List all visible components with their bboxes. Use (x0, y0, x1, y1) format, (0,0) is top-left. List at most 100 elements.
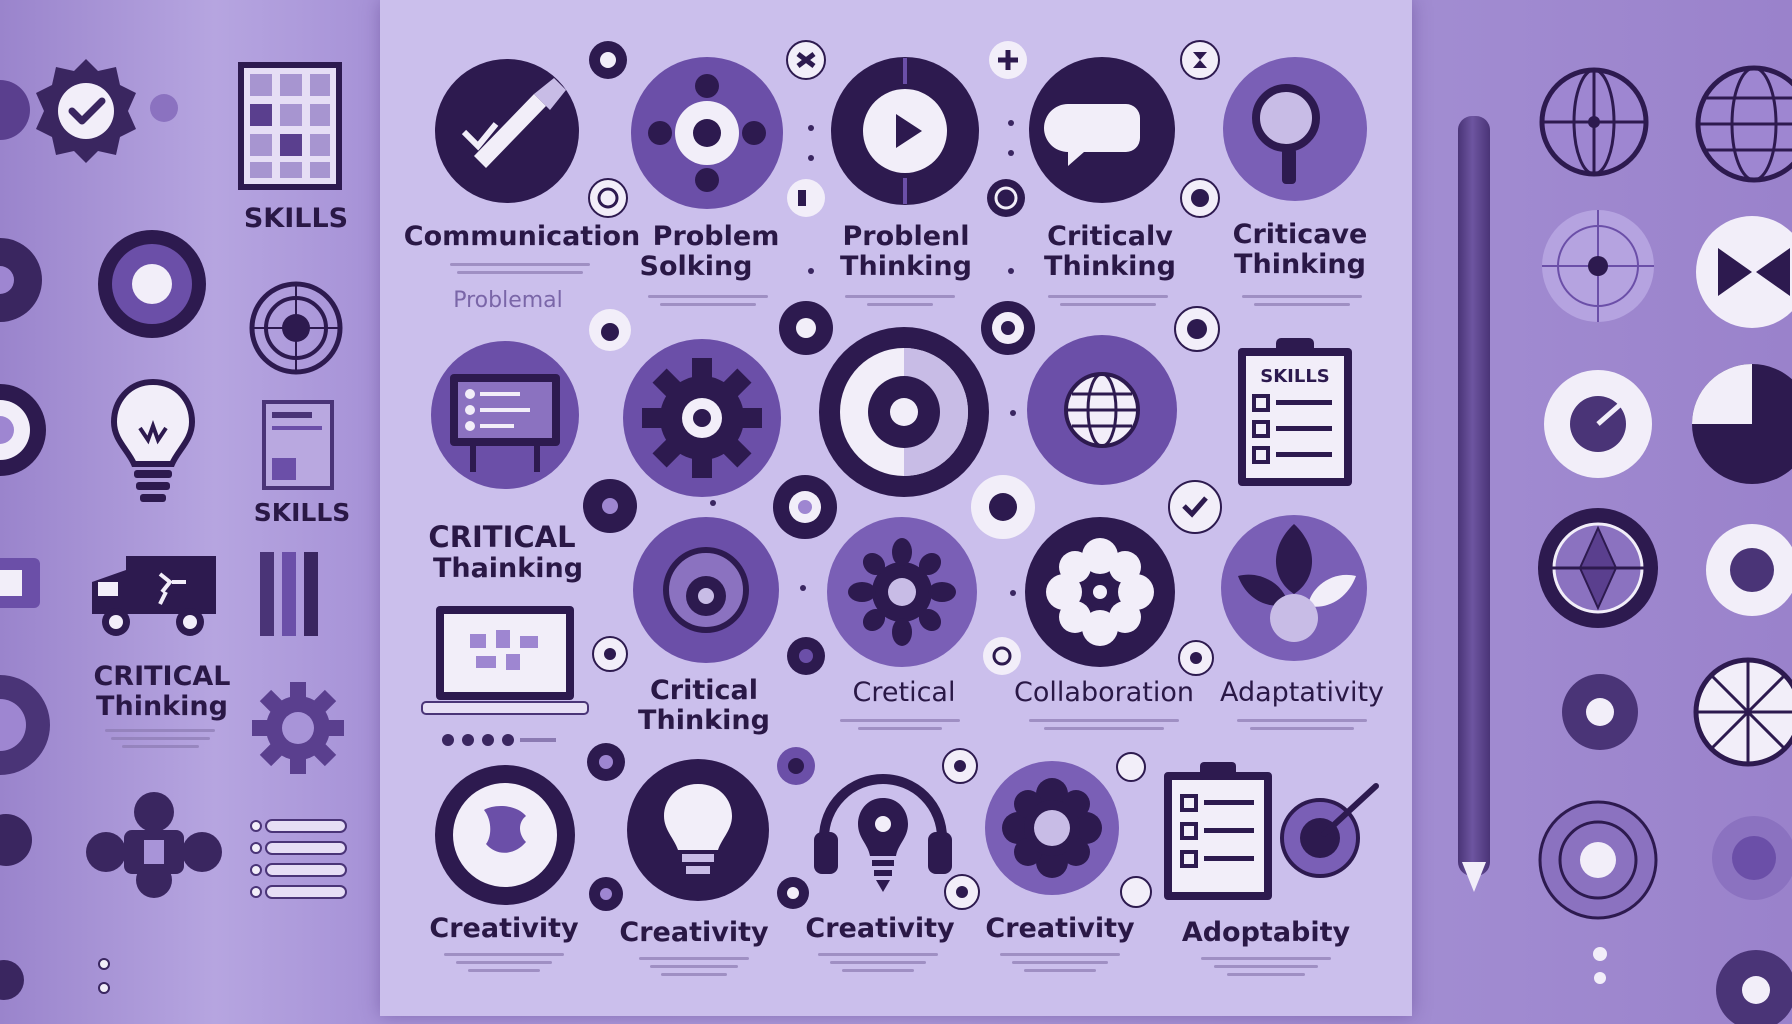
play-button-icon (831, 57, 979, 205)
left-critical-label-line1: CRITICAL (93, 661, 231, 692)
small-check-icon (1168, 480, 1222, 534)
lightbulb-icon (110, 378, 196, 502)
partial-cluster-icon (0, 814, 32, 866)
small-lens-icon (773, 475, 837, 539)
partial-box-icon (0, 558, 40, 608)
critical-thinking-label-line1: Critical (649, 675, 759, 706)
creativity-caption-4 (1000, 948, 1120, 977)
problem-caption (648, 290, 768, 311)
tiny-bottom-5 (589, 877, 623, 911)
adoptabity-caption (1201, 952, 1331, 981)
right-bottom-dots (1593, 947, 1607, 984)
wheel-icon (1562, 674, 1638, 750)
truck-icon (92, 556, 216, 636)
left-skills-mid-label: SKILLS (253, 498, 351, 527)
badge-check-icon (36, 59, 136, 163)
creativity-label-1: Creativity (429, 913, 579, 944)
skills-clipboard-icon: SKILLS (1234, 330, 1356, 490)
dial-icon (1544, 370, 1652, 478)
small-eye-icon (981, 301, 1035, 355)
adoptabity-label: Adoptabity (1181, 917, 1351, 948)
magnifier-icon (1223, 57, 1367, 201)
pen-check-icon (435, 59, 579, 203)
problemal-label: Problemal (453, 288, 563, 313)
creativity-caption-1 (444, 948, 564, 977)
criticalv-thinking-label-line1: Criticalv (1047, 221, 1173, 252)
small-dial-icon (779, 301, 833, 355)
tiny-swirl-icon (983, 637, 1021, 675)
partial-dot-icon (0, 960, 24, 1000)
gear-icon (252, 682, 344, 774)
left-critical-label-line2: Thinking (96, 691, 228, 722)
criticalv-caption (1048, 290, 1168, 311)
radar-icon (1542, 210, 1654, 322)
creativity-caption-3 (818, 948, 938, 977)
flower-gear-icon (985, 761, 1119, 895)
left-critical-caption (105, 724, 215, 753)
gear-icon-right (1712, 816, 1792, 900)
network-nodes-icon (631, 57, 783, 209)
target-icon-right (1538, 800, 1658, 920)
communication-label: Communication (403, 221, 641, 252)
side-critical-label-line2: Thainking (432, 553, 584, 584)
left-bottom-dots (98, 958, 110, 994)
collaboration-caption (1029, 714, 1179, 735)
note-card-icon (262, 400, 334, 490)
adaptativity-label: Adaptativity (1219, 677, 1385, 708)
small-drop-icon (589, 309, 631, 351)
criticave-thinking-label-line1: Criticave (1232, 219, 1368, 250)
tiny-dark-icon (787, 637, 825, 675)
crosshair-globe-icon (1539, 67, 1649, 177)
critical-thinking-label-line2: Thinking (638, 705, 770, 736)
creativity-label-2: Creativity (619, 917, 769, 948)
leaves-icon (1221, 515, 1367, 661)
tiny-swirl-icon-2 (1178, 640, 1214, 676)
partial-disc-icon (1716, 950, 1792, 1024)
tiny-bottom-6 (777, 877, 809, 909)
flower-icon (1025, 517, 1175, 667)
grid-globe-icon (1693, 657, 1792, 767)
head-bulb-icon (627, 759, 769, 901)
small-pearl-icon (971, 475, 1035, 539)
small-blob-icon (150, 94, 178, 122)
pie-icon (1692, 364, 1792, 484)
criticalv-thinking-label-line2: Thinking (1044, 251, 1176, 282)
left-skills-top-label: SKILLS (243, 203, 349, 234)
compass-icon (1538, 508, 1658, 628)
gear-icon-panel (623, 339, 781, 497)
partial-knob-icon (0, 238, 42, 322)
small-check-circle-icon (1174, 306, 1220, 352)
pencil-icon (1458, 116, 1490, 876)
small-clock-icon (588, 178, 628, 218)
tiny-bottom-7 (944, 874, 980, 910)
gear-flower-icon (827, 517, 977, 667)
bowtie-icon (1696, 216, 1792, 328)
small-spiral-icon (987, 179, 1025, 217)
cretical-label: Cretical (852, 677, 956, 708)
brain-profile-icon (633, 517, 779, 663)
creativity-label-3: Creativity (805, 913, 955, 944)
partial-circle-icon (0, 80, 30, 140)
head-puzzle-icon (435, 765, 575, 905)
problenl-caption (845, 290, 955, 311)
problenl-thinking-label-line1: Problenl (842, 221, 970, 252)
criticave-thinking-label-line2: Thinking (1234, 249, 1366, 280)
paint-brush-icon (1280, 783, 1379, 878)
small-fan-icon (786, 40, 826, 80)
list-lines-icon (250, 819, 347, 899)
criticave-caption (1242, 290, 1362, 311)
creativity-label-4: Creativity (985, 913, 1135, 944)
target-icon (819, 327, 989, 497)
bars-icon (260, 552, 318, 636)
partial-ring-icon (0, 384, 46, 476)
small-hourglass-icon (1180, 40, 1220, 80)
speech-bubble-icon (1029, 57, 1175, 203)
laptop-icon (421, 606, 589, 715)
knob-icon (98, 230, 206, 338)
ring-icon (1706, 524, 1792, 616)
adaptativity-caption (1237, 714, 1367, 735)
clipboard-skills-title: SKILLS (1260, 366, 1330, 387)
tiny-bottom-4 (1116, 752, 1146, 782)
creativity-caption-2 (639, 952, 749, 981)
